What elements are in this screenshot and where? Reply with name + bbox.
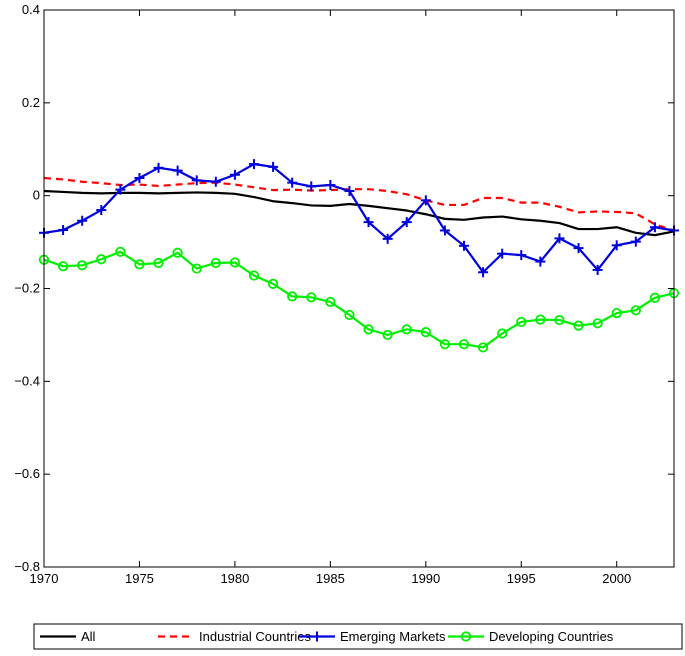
circle-marker <box>363 324 374 335</box>
y-tick-label: −0.2 <box>14 281 40 296</box>
legend-label: Developing Countries <box>489 629 614 644</box>
circle-marker <box>420 327 431 338</box>
circle-marker <box>153 257 164 269</box>
series-line <box>43 250 675 349</box>
legend-label: All <box>81 629 96 644</box>
x-tick-label: 1980 <box>220 571 249 586</box>
circle-marker <box>573 320 584 331</box>
circle-marker <box>57 261 69 272</box>
circle-marker <box>229 257 241 268</box>
circle-marker <box>96 254 107 265</box>
y-tick-label: −0.6 <box>14 466 40 481</box>
circle-marker <box>287 291 298 302</box>
circle-marker <box>115 246 126 257</box>
circle-marker <box>458 339 470 350</box>
y-tick-label: 0 <box>33 188 40 203</box>
circle-marker <box>554 314 565 326</box>
legend: All Industrial Countries Emerging Markets D… <box>33 623 683 650</box>
x-tick-label: 1990 <box>411 571 440 586</box>
circle-marker <box>77 260 88 271</box>
circle-marker <box>401 324 412 335</box>
axis-ticks: 1970 1975 1980 1985 1990 1995 2000 −0.8 −0.6 −0.4… <box>14 2 674 586</box>
y-tick-label: −0.4 <box>14 373 40 388</box>
y-tick-label: 0.2 <box>22 95 40 110</box>
circle-marker <box>210 257 221 269</box>
circle-marker <box>344 309 355 321</box>
circle-marker <box>497 328 508 339</box>
series-line <box>43 163 675 274</box>
circle-marker <box>460 631 472 642</box>
legend-label: Industrial Countries <box>199 629 311 644</box>
circle-marker <box>134 259 145 270</box>
legend-box <box>33 623 683 650</box>
y-tick-label: 0.4 <box>22 2 40 17</box>
series-developing-countries <box>38 246 680 353</box>
circle-marker <box>592 318 603 329</box>
circle-marker <box>382 329 393 341</box>
series-layer <box>38 159 680 353</box>
circle-marker <box>535 314 546 325</box>
circle-marker <box>630 305 641 316</box>
circle-marker <box>516 316 527 328</box>
x-tick-label: 1975 <box>125 571 154 586</box>
circle-marker <box>172 247 183 258</box>
circle-marker <box>191 263 202 274</box>
circle-marker <box>248 270 260 281</box>
circle-marker <box>649 292 661 303</box>
circle-marker <box>611 308 622 319</box>
y-tick-label: −0.8 <box>14 559 40 574</box>
circle-marker <box>306 292 317 303</box>
x-tick-label: 2000 <box>602 571 631 586</box>
series-industrial-countries <box>43 176 675 232</box>
circle-marker <box>477 342 489 353</box>
x-tick-label: 1995 <box>507 571 536 586</box>
circle-marker <box>325 296 336 308</box>
plot-area-frame <box>43 9 675 568</box>
series-line <box>43 176 675 232</box>
circle-marker <box>267 278 279 289</box>
series-emerging-markets <box>39 159 679 278</box>
legend-label: Emerging Markets <box>340 629 446 644</box>
x-tick-label: 1985 <box>316 571 345 586</box>
circle-marker <box>439 339 451 350</box>
x-tick-label: 1970 <box>30 571 59 586</box>
